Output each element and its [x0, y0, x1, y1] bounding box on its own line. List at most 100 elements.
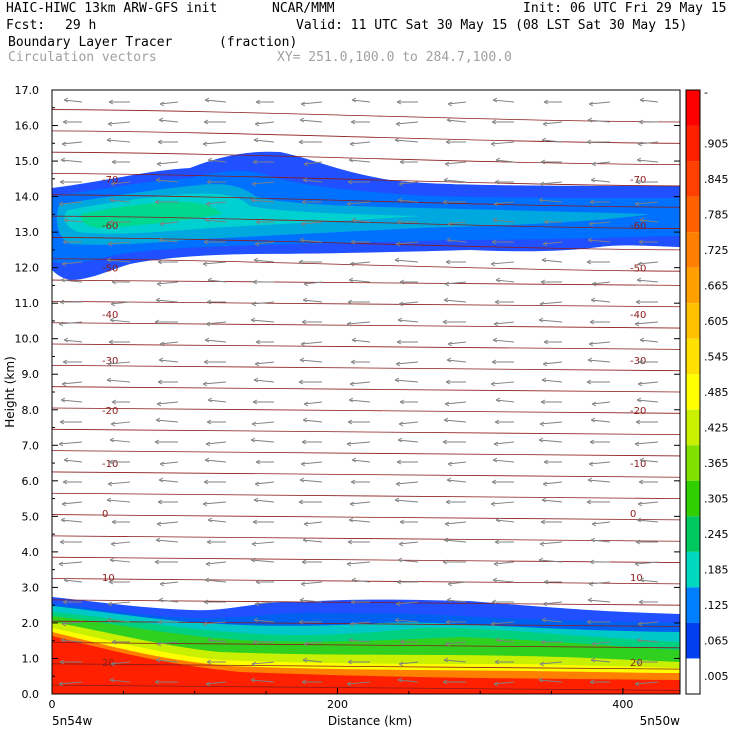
- circulation-vector: [591, 401, 611, 405]
- circulation-vector: [394, 139, 419, 143]
- y-tick-label: 14.0: [15, 191, 40, 204]
- circulation-vector: [493, 681, 515, 685]
- circulation-vector: [303, 401, 323, 405]
- y-axis: 0.0 1.0 2.0 3.0 4.0 5.0 6.0 7.0 8.0 9.0 10.0 11.0 12…: [15, 84, 680, 701]
- circulation-vector-head: [302, 417, 308, 423]
- circulation-vector-head: [635, 299, 641, 305]
- y-axis-label: Height (km): [3, 356, 17, 427]
- circulation-vector: [109, 439, 131, 443]
- circulation-vector: [63, 219, 83, 223]
- colorbar-swatch: [686, 303, 700, 339]
- circulation-vector: [254, 361, 275, 365]
- circulation-vector-head: [346, 441, 352, 447]
- circulation-vector-head: [109, 557, 115, 563]
- circulation-vector-head: [351, 337, 357, 343]
- circulation-vector-head: [59, 419, 65, 425]
- circulation-vector-head: [253, 497, 259, 503]
- circulation-vector-head: [396, 339, 402, 345]
- circulation-vector-head: [543, 219, 549, 225]
- circulation-vector: [395, 361, 419, 365]
- circulation-vector-head: [543, 99, 549, 105]
- circulation-vector-head: [540, 399, 546, 405]
- circulation-vector: [443, 299, 467, 303]
- circulation-vector-head: [349, 141, 355, 147]
- circulation-vector-head: [300, 101, 306, 107]
- circulation-vector-head: [108, 579, 114, 585]
- circulation-vector-head: [443, 417, 449, 423]
- circulation-vector-head: [491, 119, 497, 125]
- circulation-vector-head: [589, 679, 595, 685]
- circulation-vector-head: [154, 559, 160, 565]
- circulation-vector: [587, 119, 611, 123]
- circulation-vector: [398, 541, 419, 545]
- circulation-vector: [251, 541, 275, 545]
- model-title: HAIC-HIWC 13km ARW-GFS init: [6, 1, 218, 16]
- circulation-vector: [538, 319, 563, 323]
- circulation-vector-head: [445, 619, 451, 625]
- circulation-vector-head: [106, 137, 112, 143]
- circulation-vector-head: [303, 161, 309, 167]
- circulation-vector-head: [350, 239, 356, 245]
- circulation-vector: [398, 301, 419, 305]
- circulation-vector: [538, 439, 563, 443]
- circulation-vector: [250, 559, 275, 563]
- circulation-vector: [349, 261, 371, 265]
- circulation-vector-head: [443, 657, 449, 663]
- circulation-vector-head: [156, 161, 162, 167]
- circulation-vector-head: [207, 157, 213, 163]
- circulation-vector: [590, 179, 611, 183]
- circulation-vector: [156, 161, 179, 165]
- y-tick-label: 5.0: [22, 510, 40, 523]
- circulation-vector: [302, 659, 323, 663]
- circulation-vector-head: [59, 299, 65, 305]
- circulation-vector-head: [300, 461, 306, 467]
- circulation-vector: [443, 539, 467, 543]
- circulation-vector-head: [491, 479, 497, 485]
- circulation-vector: [202, 621, 227, 625]
- circulation-vector: [349, 381, 371, 385]
- circulation-vector: [253, 139, 275, 143]
- circulation-vector: [446, 239, 467, 243]
- circulation-vector-head: [158, 237, 164, 243]
- circulation-vector-head: [395, 601, 401, 607]
- field-name: Boundary Layer Tracer: [8, 35, 173, 50]
- circulation-vector-head: [58, 681, 64, 687]
- circulation-vector-head: [398, 421, 404, 427]
- circulation-vector: [61, 141, 83, 145]
- circulation-vector-head: [205, 201, 211, 207]
- circulation-vector: [397, 679, 419, 683]
- colorbar-label: .905: [704, 137, 729, 150]
- circulation-vector-head: [638, 479, 644, 485]
- circulation-vector-head: [110, 541, 116, 547]
- circulation-vector: [495, 519, 515, 523]
- circulation-vector-head: [202, 141, 208, 147]
- temperature-contour-line: [52, 301, 680, 308]
- circulation-vector: [63, 579, 83, 583]
- circulation-vector-head: [299, 597, 305, 603]
- circulation-vector-head: [59, 539, 65, 545]
- contour-label: -60: [102, 221, 118, 232]
- circulation-vector: [637, 261, 659, 265]
- circulation-vector: [587, 359, 611, 363]
- circulation-vector: [539, 541, 563, 545]
- circulation-vector-head: [444, 641, 450, 647]
- circulation-vector-head: [61, 381, 67, 387]
- circulation-vector: [303, 521, 323, 525]
- circulation-vector-head: [587, 477, 593, 483]
- circulation-vector-head: [251, 541, 257, 547]
- circulation-vector-head: [495, 397, 501, 403]
- circulation-vector-head: [639, 217, 645, 223]
- circulation-vector-head: [255, 459, 261, 465]
- circulation-vector-head: [60, 637, 66, 643]
- colorbar-label: .305: [704, 493, 729, 506]
- circulation-vector: [205, 201, 227, 205]
- circulation-vector-head: [394, 617, 400, 623]
- circulation-vector-head: [591, 641, 597, 647]
- circulation-vector-head: [442, 679, 448, 685]
- circulation-vector: [587, 479, 611, 483]
- circulation-vector: [156, 401, 179, 405]
- temperature-contour-line: [52, 599, 680, 606]
- circulation-vector: [303, 281, 323, 285]
- circulation-vector-head: [351, 217, 357, 223]
- circulation-vector: [107, 241, 131, 245]
